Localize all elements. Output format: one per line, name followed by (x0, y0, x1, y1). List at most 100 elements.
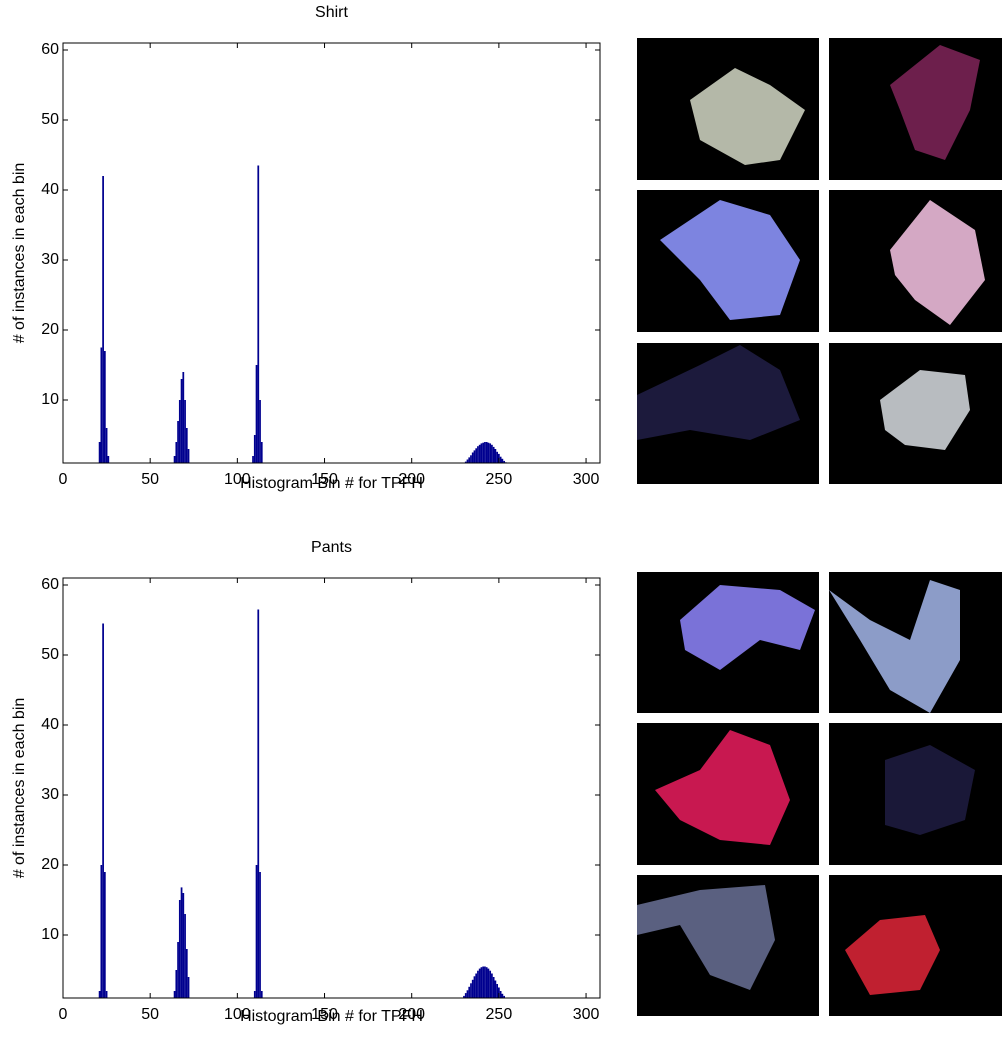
bar (259, 872, 261, 998)
bar (255, 365, 258, 463)
photo (829, 580, 960, 713)
photo (845, 915, 940, 995)
y-tick-label: 30 (41, 251, 59, 268)
bar (473, 976, 476, 998)
photo (880, 370, 970, 450)
bar (253, 991, 256, 998)
photo (655, 730, 790, 845)
plot-frame (62, 577, 601, 999)
bar (252, 456, 254, 463)
bars (98, 609, 505, 998)
x-tick-label: 50 (141, 471, 159, 488)
bar (480, 443, 483, 463)
bar (489, 443, 492, 463)
bar (491, 973, 493, 998)
bar (471, 979, 474, 998)
bar (98, 442, 101, 463)
bar (173, 991, 176, 998)
bar (187, 449, 190, 463)
bar (489, 970, 492, 998)
bar (182, 372, 185, 463)
bar (107, 456, 110, 463)
bar (487, 968, 490, 998)
bar (473, 450, 476, 463)
bar (485, 967, 488, 998)
x-tick-label: 300 (573, 471, 600, 488)
bar (187, 977, 190, 998)
bar (255, 865, 258, 998)
bar (180, 379, 183, 463)
x-axis-label: Histogram Bin # for TPFH (240, 1008, 423, 1025)
bar (475, 448, 478, 463)
photo (890, 200, 985, 325)
photo (637, 345, 800, 440)
bar (178, 400, 181, 463)
x-tick-label: 200 (398, 1006, 425, 1023)
y-axis-label: # of instances in each bin (11, 163, 28, 344)
bar (466, 990, 469, 998)
bar (496, 451, 499, 463)
plot-frame (62, 42, 601, 464)
y-tick-label: 20 (41, 321, 59, 338)
bar (103, 351, 106, 463)
bar (491, 444, 493, 463)
bar (464, 461, 467, 463)
bar (105, 991, 108, 998)
bar (501, 993, 504, 998)
photo (890, 45, 980, 160)
y-axis-label: # of instances in each bin (11, 698, 28, 879)
chart: Shirt Histogram Bin # for TPFH # of instan… (11, 4, 601, 492)
y-tick-label: 60 (41, 576, 59, 593)
bar (494, 449, 497, 463)
x-tick-label: 200 (398, 471, 425, 488)
bar (257, 609, 260, 998)
bar (484, 442, 486, 463)
y-tick-label: 50 (41, 111, 59, 128)
y-tick-label: 30 (41, 786, 59, 803)
bar (470, 455, 472, 463)
chart-title: Shirt (315, 4, 348, 21)
bar (499, 456, 502, 463)
bar (482, 442, 485, 463)
bar (464, 993, 467, 998)
photo (680, 585, 815, 670)
bar (185, 949, 188, 998)
y-tick-label: 40 (41, 716, 59, 733)
bar (478, 444, 481, 463)
bar (177, 421, 179, 463)
x-tick-label: 50 (141, 1006, 159, 1023)
bar (496, 984, 499, 998)
chart: Pants Histogram Bin # for TPFH # of instan… (11, 539, 601, 1025)
y-tick-label: 10 (41, 391, 59, 408)
bar (100, 865, 103, 998)
chart-title: Pants (311, 539, 352, 556)
bar (482, 966, 485, 998)
y-tick-label: 20 (41, 856, 59, 873)
photo (660, 200, 800, 320)
bar (470, 983, 472, 998)
bar (105, 428, 108, 463)
bar (468, 986, 471, 998)
bar (494, 980, 497, 998)
x-tick-label: 250 (486, 1006, 513, 1023)
bar (177, 942, 179, 998)
bar (184, 914, 186, 998)
bar (485, 442, 488, 463)
y-tick-label: 40 (41, 181, 59, 198)
bar (178, 900, 181, 998)
bar (175, 970, 178, 998)
bar (184, 400, 186, 463)
bar (477, 446, 479, 463)
photo (637, 885, 775, 990)
bar (487, 442, 490, 463)
bar (492, 977, 495, 998)
y-tick-label: 60 (41, 41, 59, 58)
bar (260, 442, 263, 463)
bar (185, 428, 188, 463)
bar (498, 987, 500, 998)
bar (503, 460, 505, 463)
bar (463, 995, 465, 998)
bar (499, 991, 502, 998)
bar (102, 176, 104, 463)
